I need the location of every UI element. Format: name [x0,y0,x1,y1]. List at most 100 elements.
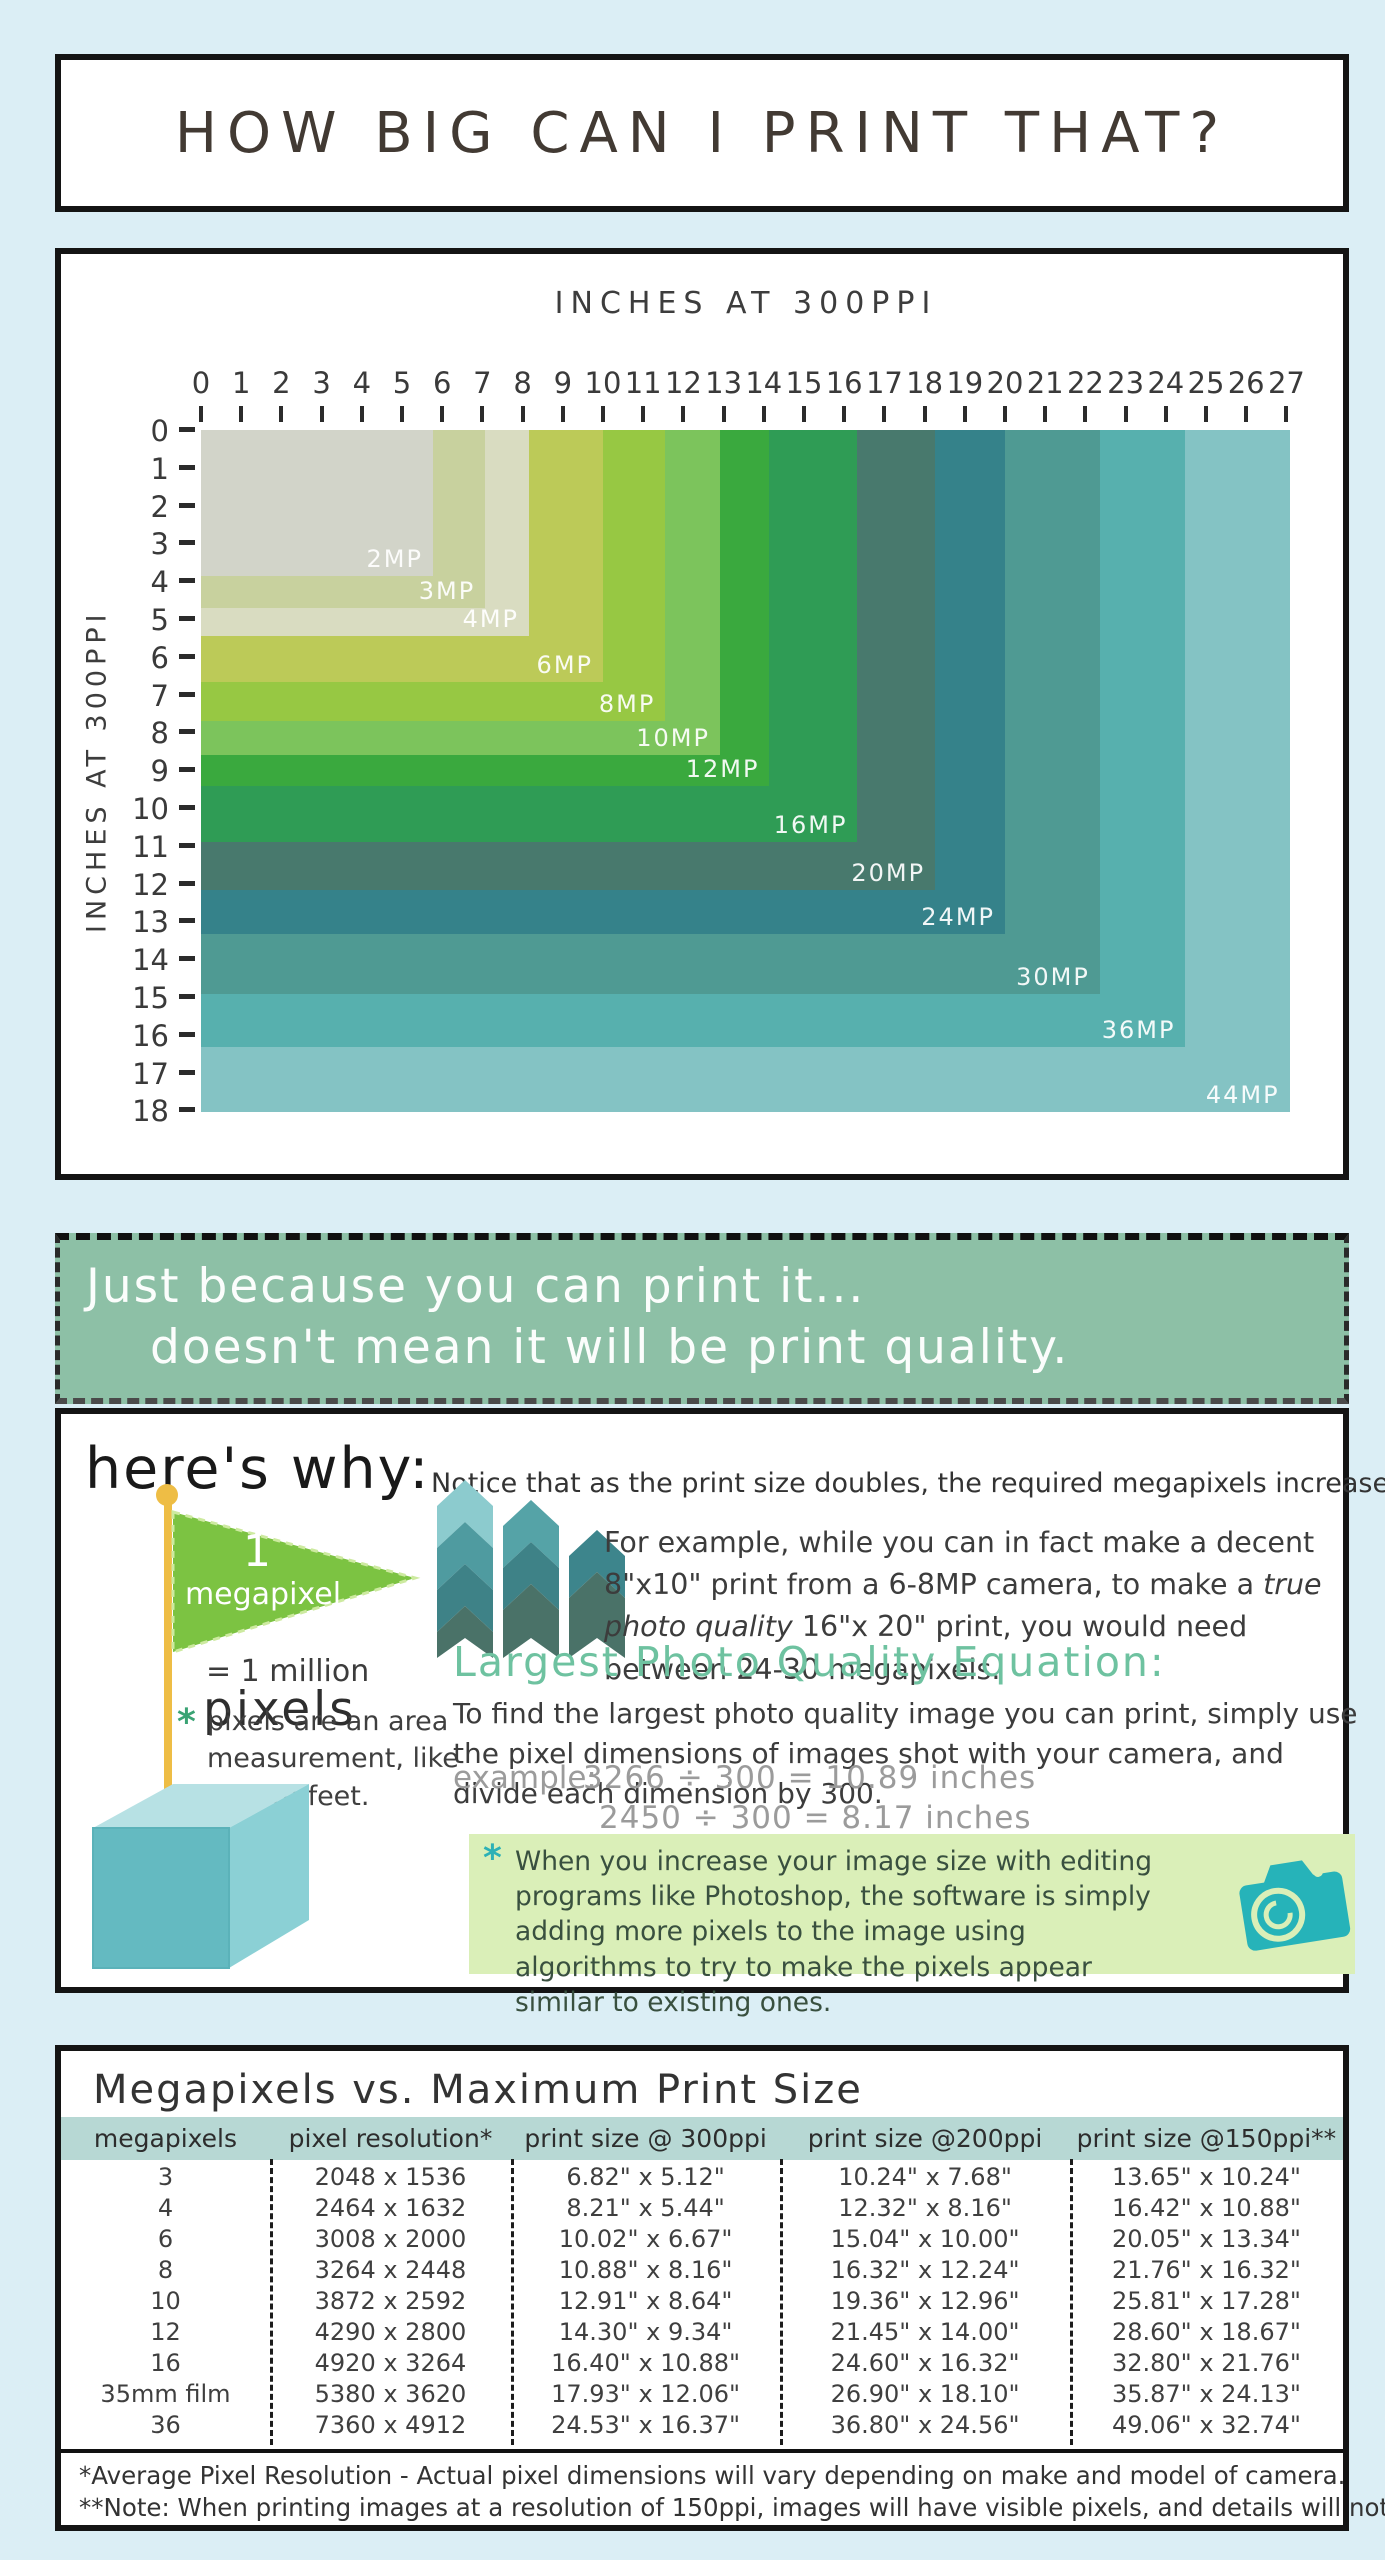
table-cell: 3008 x 2000 [314,2224,467,2253]
x-axis-number: 14 [745,366,783,400]
banner-line-2: doesn't mean it will be print quality. [150,1320,1070,1376]
x-axis-tick [199,406,203,422]
y-axis-number: 10 [132,792,169,826]
table-cell: 4 [157,2193,174,2222]
y-axis-number: 15 [132,981,169,1015]
mp-layer-label: 10MP [636,724,710,753]
table-row: 12 4290 x 2800 14.30" x 9.34" 21.45" x 14.0… [61,2316,1343,2347]
for-example-pre: For example, while you can in fact make … [604,1526,1315,1602]
x-axis-number: 1 [231,366,251,400]
y-axis-tick [179,805,195,810]
notice-text: Notice that as the print size doubles, t… [431,1468,1385,1499]
pixel-cube-icon [92,1784,309,1969]
table-cell: 4920 x 3264 [314,2348,467,2377]
y-axis-number: 13 [132,905,169,940]
table-cell: 10.02" x 6.67" [558,2224,733,2253]
column-separator [780,2159,784,2445]
x-axis-number: 7 [473,366,492,400]
table-cell: 2464 x 1632 [314,2193,467,2222]
example-label: example: [453,1760,597,1796]
mp-layer-2: 2MP [201,430,433,576]
y-axis-tick [179,616,195,621]
to-find-text: To find the largest photo quality image … [453,1697,1358,1810]
page-title: HOW BIG CAN I PRINT THAT? [174,100,1230,166]
x-axis-number: 13 [705,366,743,400]
y-axis-tick [179,729,195,735]
table-cell: 6 [157,2224,174,2253]
x-axis-number: 27 [1267,366,1305,400]
x-axis-number: 18 [906,366,944,400]
x-axis-tick [560,406,565,422]
x-axis-number: 4 [352,366,372,400]
x-axis-tick [1043,406,1048,422]
mp-layer-label: 3MP [418,577,476,606]
table-header-cell: megapixels [93,2124,238,2153]
table-divider [61,2449,1343,2453]
y-axis-tick [179,1031,195,1037]
table-row: 3 2048 x 1536 6.82" x 5.12" 10.24" x 7.68" 1… [61,2161,1343,2192]
table-header-cell: print size @200ppi [807,2124,1043,2153]
for-example-italic: true photo quality [604,1568,1322,1644]
x-axis-number: 12 [664,366,702,400]
x-axis-tick [1204,406,1208,422]
mp-layer-label: 8MP [598,690,656,719]
y-axis-tick [179,540,195,546]
table-cell: 3872 x 2592 [314,2286,467,2315]
equation-line-1: 3266 ÷ 300 = 10.89 inches [583,1760,1037,1796]
mp-layer-label: 30MP [1016,962,1090,991]
x-axis-tick [400,406,404,422]
mp-layer-label: 16MP [773,810,848,839]
table-cell: 35mm film [100,2379,231,2408]
y-axis-number: 5 [150,603,169,637]
table-cell: 49.06" x 32.74" [1111,2410,1301,2439]
area-asterisk-icon: * [177,1702,196,1743]
x-axis-tick [239,406,244,422]
table-row: 4 2464 x 1632 8.21" x 5.44" 12.32" x 8.16" 1… [61,2192,1343,2223]
mp-layer-label: 4MP [462,604,520,633]
table-header-cell: pixel resolution* [288,2124,493,2153]
x-axis-tick [1083,406,1088,422]
y-axis-number: 1 [150,451,169,486]
y-axis-tick [179,653,195,659]
camera-icon [1239,1860,1351,1951]
flagpole [164,1498,172,1842]
flag-number: 1 [243,1526,271,1577]
table-cell: 35.87" x 24.13" [1111,2379,1301,2408]
note-asterisk-icon: * [483,1838,502,1879]
column-separator [510,2159,514,2445]
title-box: HOW BIG CAN I PRINT THAT? [55,54,1349,212]
y-axis-tick [179,918,195,924]
table-row: 6 3008 x 2000 10.02" x 6.67" 15.04" x 10.00… [61,2223,1343,2254]
y-axis-number: 14 [132,943,169,978]
y-axis-number: 16 [132,1018,169,1053]
table-cell: 3 [157,2162,174,2191]
x-axis-number: 0 [191,366,211,400]
x-axis-number: 8 [513,366,532,400]
x-axis-number: 2 [272,366,291,400]
x-axis-tick [520,406,525,422]
table-cell: 26.90" x 18.10" [830,2379,1020,2408]
table-cell: 16.42" x 10.88" [1111,2193,1301,2222]
table-cell: 15.04" x 10.00" [830,2224,1020,2253]
x-axis-number: 25 [1187,366,1225,400]
x-axis-number: 17 [865,366,903,400]
for-example-text: For example, while you can in fact make … [604,1522,1369,1691]
table-cell: 21.76" x 16.32" [1111,2255,1301,2284]
table-cell: 13.65" x 10.24" [1111,2162,1301,2191]
mp-layer-label: 20MP [851,859,926,888]
table-cell: 16 [150,2348,181,2377]
y-axis-tick [179,1107,195,1113]
x-axis-tick [1003,406,1007,422]
table-cell: 10.24" x 7.68" [838,2162,1012,2191]
flagpole-ball [156,1484,178,1506]
table-cell: 2048 x 1536 [314,2162,467,2191]
y-axis-number: 18 [132,1094,169,1129]
table-cell: 24.60" x 16.32" [830,2348,1020,2377]
table-cell: 20.05" x 13.34" [1111,2224,1301,2253]
y-axis-tick [179,691,195,697]
x-axis-number: 16 [825,366,863,400]
note-box: * When you increase your image size with… [469,1834,1355,2018]
y-axis-number: 0 [150,414,169,448]
table-cell: 36.80" x 24.56" [830,2410,1020,2439]
